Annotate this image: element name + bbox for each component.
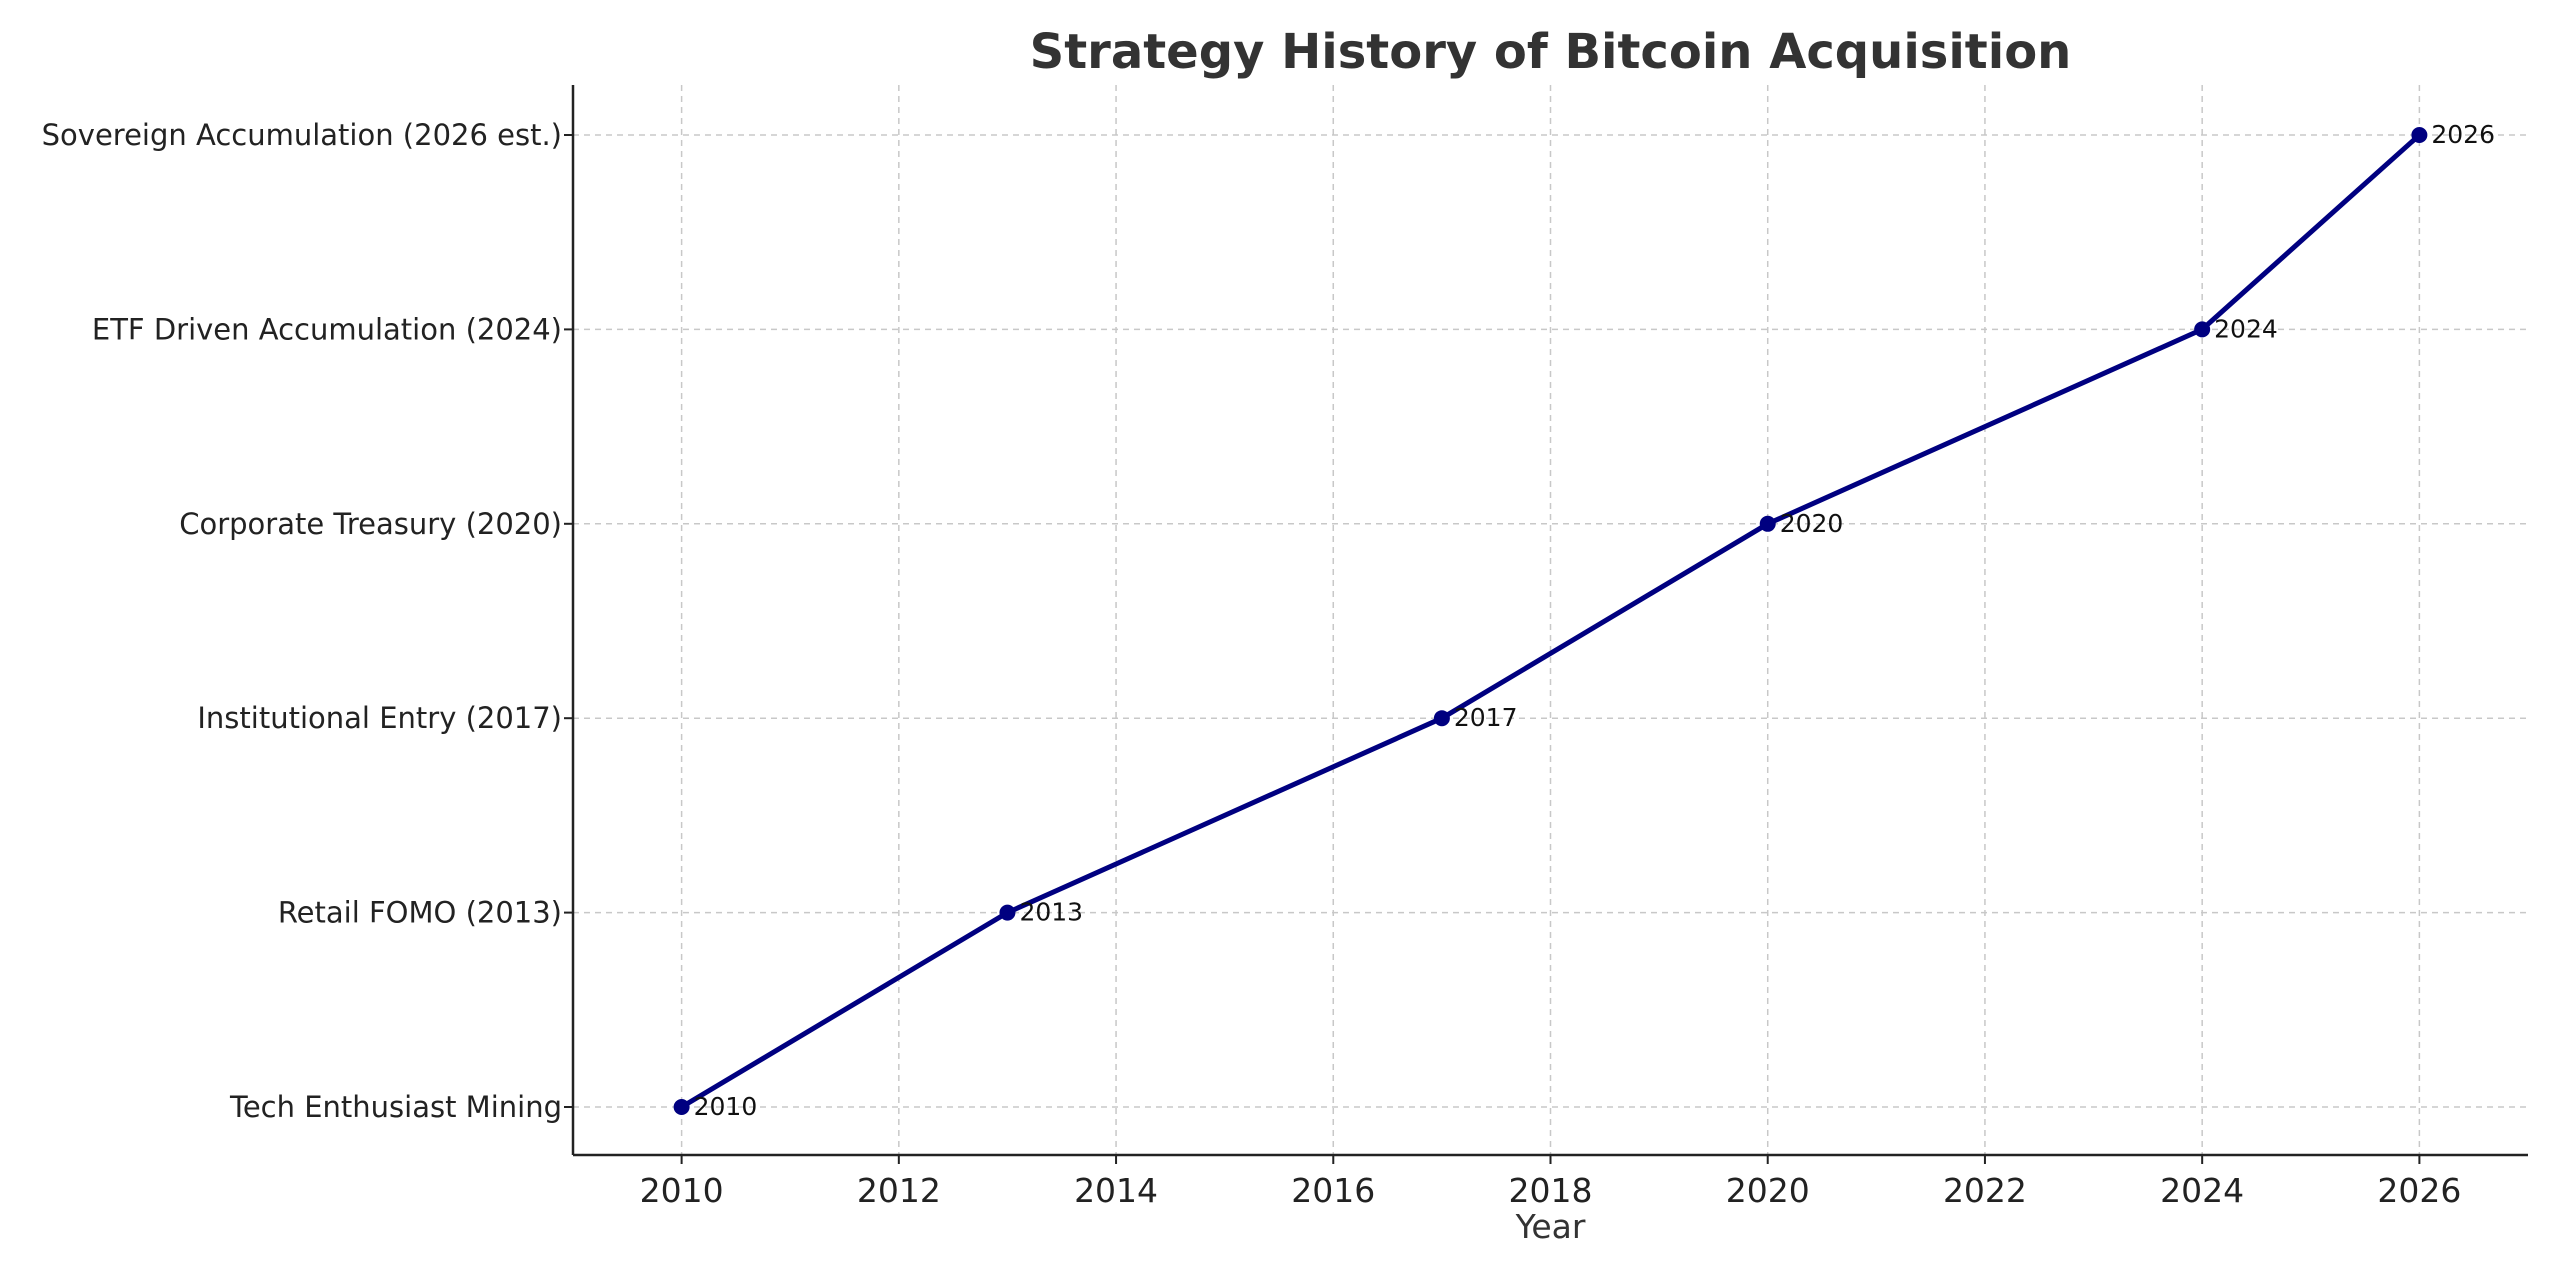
data-point — [673, 1099, 690, 1115]
y-axis-ticks: Tech Enthusiast Mining Retail FOMO (2013)… — [42, 118, 573, 1124]
data-point — [2194, 321, 2211, 338]
x-tick-label: 2026 — [2377, 1171, 2461, 1210]
data-point — [1759, 515, 1776, 532]
y-tick-label: Institutional Entry (2017) — [197, 701, 562, 735]
x-tick-label: 2020 — [1726, 1171, 1810, 1210]
chart-title: Strategy History of Bitcoin Acquisition — [1030, 24, 2072, 80]
x-tick-label: 2012 — [857, 1171, 941, 1210]
y-tick-label: Tech Enthusiast Mining — [229, 1090, 562, 1124]
data-label: 2013 — [1019, 898, 1083, 927]
x-tick-label: 2018 — [1509, 1171, 1593, 1210]
x-tick-label: 2022 — [1943, 1171, 2027, 1210]
data-point — [2411, 127, 2428, 143]
x-tick-label: 2014 — [1074, 1171, 1158, 1210]
data-label: 2026 — [2431, 120, 2495, 149]
series-layer: 2010 2013 2017 2020 2024 2026 — [673, 120, 2495, 1121]
x-tick-label: 2010 — [640, 1171, 724, 1210]
data-label: 2017 — [1454, 703, 1518, 732]
data-label: 2010 — [694, 1092, 758, 1121]
x-tick-label: 2024 — [2160, 1171, 2244, 1210]
y-tick-label: Corporate Treasury (2020) — [179, 507, 562, 541]
data-label: 2024 — [2214, 314, 2278, 343]
y-tick-label: Retail FOMO (2013) — [278, 896, 562, 930]
y-tick-label: Sovereign Accumulation (2026 est.) — [42, 118, 562, 152]
data-point — [1433, 710, 1450, 727]
x-axis-label: Year — [1515, 1207, 1586, 1246]
data-label: 2020 — [1780, 509, 1844, 538]
y-tick-label: ETF Driven Accumulation (2024) — [92, 312, 562, 346]
x-tick-label: 2016 — [1291, 1171, 1375, 1210]
x-axis-ticks: 2010 2012 2014 2016 2018 2020 2022 2024 2026 — [640, 1155, 2461, 1210]
series-line — [680, 133, 2422, 1110]
data-point — [999, 904, 1016, 921]
